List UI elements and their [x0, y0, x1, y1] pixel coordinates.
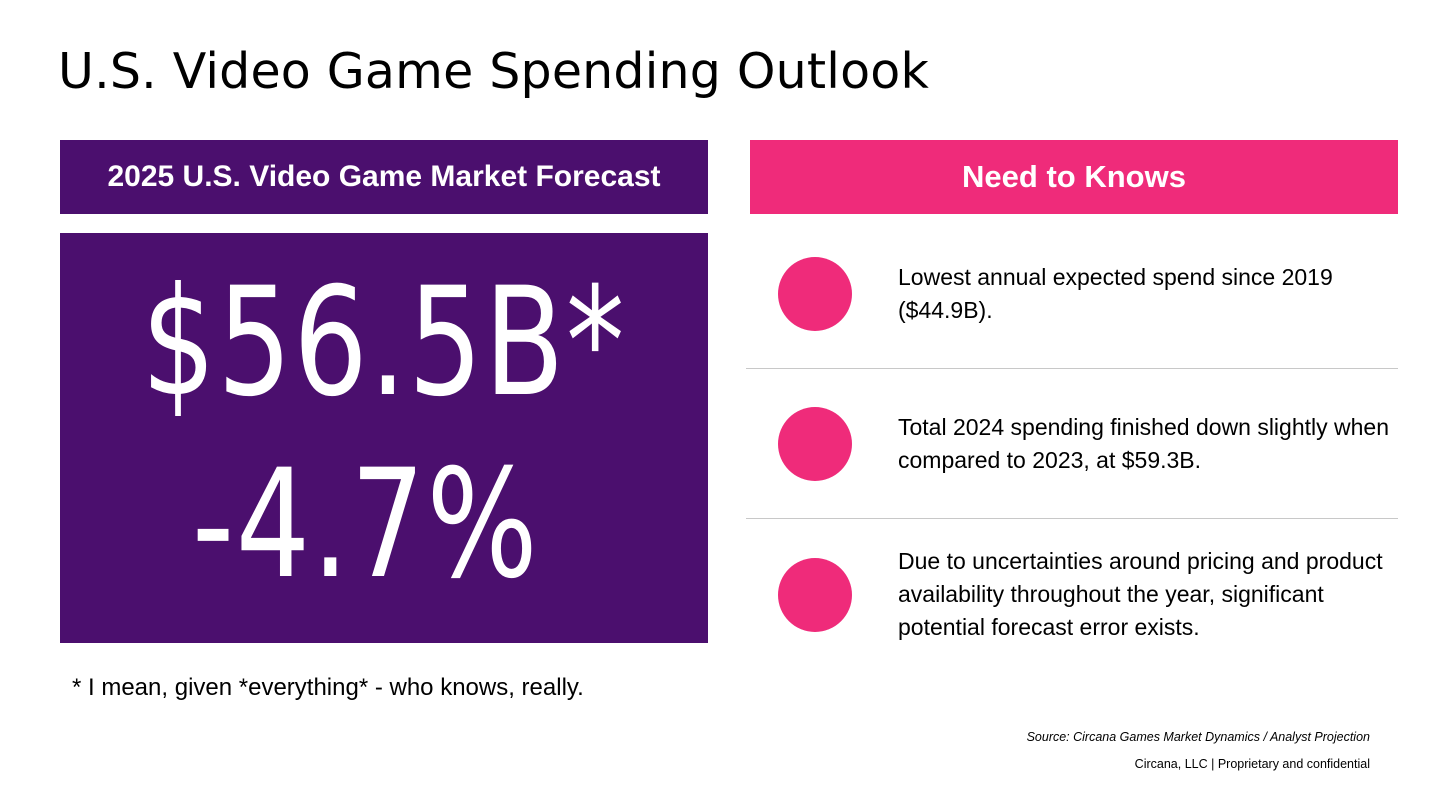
- need-to-know-text: Total 2024 spending finished down slight…: [898, 414, 1389, 473]
- pink-circle-bullet-icon: [778, 257, 852, 331]
- forecast-header-label: 2025 U.S. Video Game Market Forecast: [107, 160, 661, 193]
- forecast-change-percent: -4.7%: [192, 438, 540, 612]
- item-divider: [746, 518, 1398, 519]
- need-to-know-text: Lowest annual expected spend since 2019 …: [898, 264, 1333, 323]
- need-to-know-text: Due to uncertainties around pricing and …: [898, 548, 1383, 640]
- need-to-knows-header-label: Need to Knows: [962, 159, 1186, 194]
- source-citation: Source: Circana Games Market Dynamics / …: [1026, 730, 1370, 744]
- need-to-know-item: Total 2024 spending finished down slight…: [748, 407, 1398, 497]
- company-confidentiality-line: Circana, LLC | Proprietary and confident…: [1134, 757, 1370, 771]
- forecast-panel: $56.5B* -4.7%: [60, 233, 708, 643]
- pink-circle-bullet-icon: [778, 558, 852, 632]
- forecast-footnote: * I mean, given *everything* - who knows…: [72, 674, 584, 701]
- item-divider: [746, 368, 1398, 369]
- forecast-amount: $56.5B*: [141, 256, 627, 430]
- page-title: U.S. Video Game Spending Outlook: [58, 43, 930, 100]
- need-to-know-item: Lowest annual expected spend since 2019 …: [748, 257, 1398, 347]
- forecast-header: 2025 U.S. Video Game Market Forecast: [60, 140, 708, 214]
- need-to-know-item: Due to uncertainties around pricing and …: [748, 548, 1398, 657]
- pink-circle-bullet-icon: [778, 407, 852, 481]
- need-to-knows-header: Need to Knows: [750, 140, 1398, 214]
